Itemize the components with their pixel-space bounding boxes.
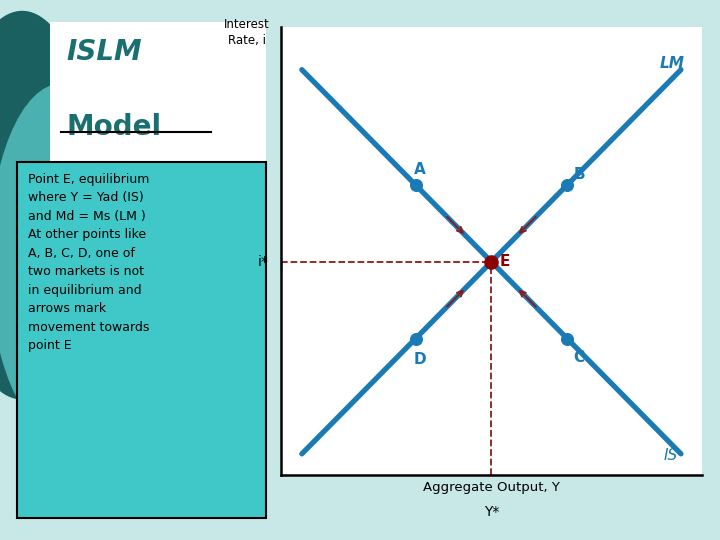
Point [486, 258, 498, 266]
FancyBboxPatch shape [17, 162, 266, 518]
Text: IS: IS [664, 448, 678, 463]
Text: D: D [413, 352, 426, 367]
Text: ISLM: ISLM [66, 38, 142, 66]
Text: Interest
Rate, i: Interest Rate, i [224, 18, 270, 48]
Text: B: B [574, 166, 585, 181]
FancyBboxPatch shape [50, 22, 266, 205]
Ellipse shape [0, 11, 99, 400]
Text: LM: LM [660, 56, 685, 71]
Point [410, 334, 421, 343]
Text: i*: i* [257, 255, 268, 269]
Point [562, 180, 573, 189]
Text: Model: Model [66, 113, 162, 141]
Text: Point E, equilibrium
where Y = Yad (IS)
and Md = Ms (LM )
At other points like
A: Point E, equilibrium where Y = Yad (IS) … [27, 173, 149, 352]
Point [410, 180, 421, 189]
Text: C: C [574, 350, 585, 365]
Text: E: E [500, 254, 510, 269]
Point [562, 334, 573, 343]
Ellipse shape [0, 84, 133, 435]
Text: Y*: Y* [484, 505, 499, 519]
Text: A: A [413, 162, 426, 177]
X-axis label: Aggregate Output, Y: Aggregate Output, Y [423, 481, 560, 494]
